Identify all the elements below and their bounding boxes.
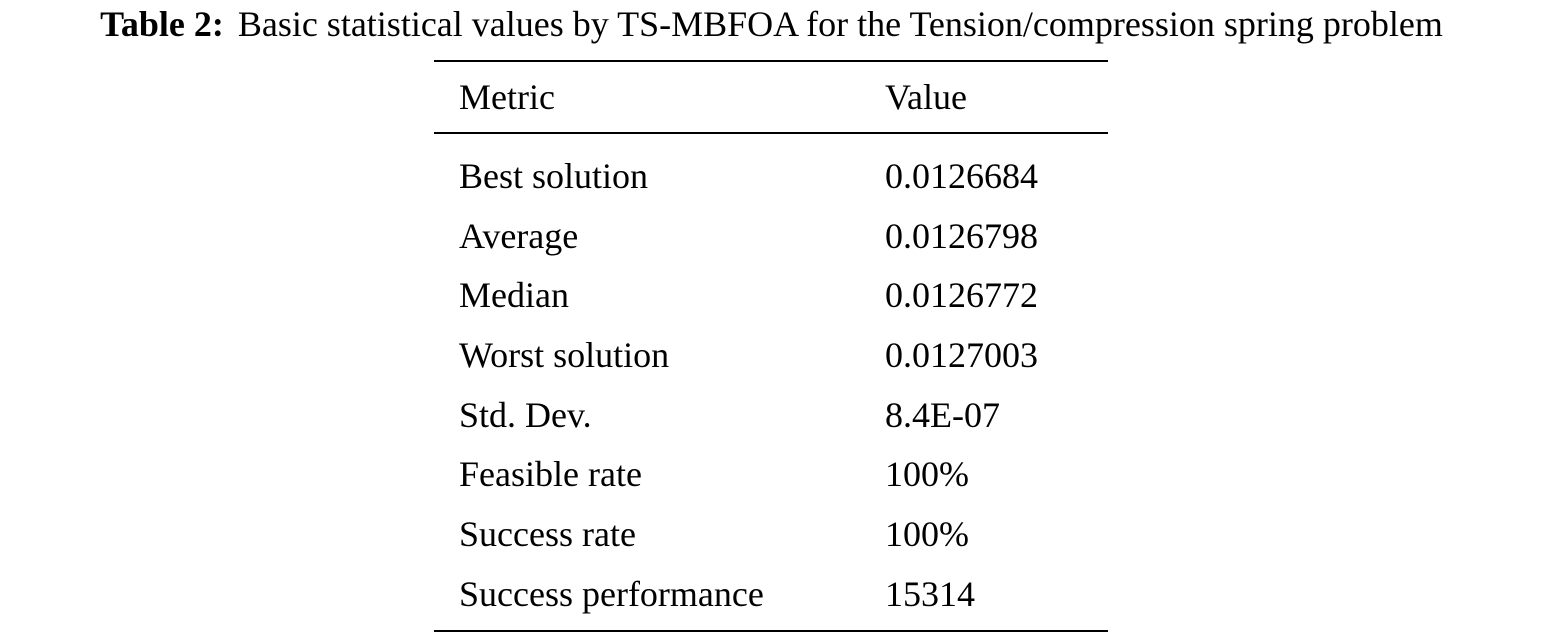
table-caption-text: Basic statistical values by TS-MBFOA for…	[237, 4, 1443, 44]
metric-cell: Median	[459, 275, 569, 316]
header-metric: Metric	[459, 77, 555, 117]
value-cell: 15314	[885, 573, 975, 614]
table-row: Median 0.0126772	[434, 265, 1108, 325]
table-row: Feasible rate 100%	[434, 444, 1108, 504]
value-cell: 100%	[885, 454, 969, 495]
metric-cell: Feasible rate	[459, 454, 642, 495]
value-cell: 0.0126772	[885, 275, 1038, 316]
metric-cell: Worst solution	[459, 334, 670, 375]
stats-table: Metric Value Best solution 0.0126684 Ave…	[434, 60, 1108, 632]
table-row: Success performance 15314	[434, 564, 1108, 631]
value-cell: 0.0126798	[885, 215, 1038, 256]
metric-cell: Std. Dev.	[459, 394, 592, 435]
stats-table-container: Metric Value Best solution 0.0126684 Ave…	[434, 60, 1108, 632]
header-value: Value	[885, 77, 967, 117]
table-row: Success rate 100%	[434, 504, 1108, 564]
metric-cell: Best solution	[459, 155, 649, 196]
metric-cell: Success performance	[459, 573, 764, 614]
table-row: Best solution 0.0126684	[434, 133, 1108, 206]
metric-cell: Success rate	[459, 513, 636, 554]
table-caption: Table 2: Basic statistical values by TS-M…	[0, 0, 1543, 48]
value-cell: 8.4E-07	[885, 394, 1000, 435]
table-header-row: Metric Value	[434, 61, 1108, 133]
value-cell: 100%	[885, 513, 969, 554]
table-caption-label: Table 2:	[100, 4, 224, 44]
table-row: Worst solution 0.0127003	[434, 325, 1108, 385]
table-row: Average 0.0126798	[434, 206, 1108, 266]
value-cell: 0.0126684	[885, 155, 1038, 196]
metric-cell: Average	[459, 215, 579, 256]
value-cell: 0.0127003	[885, 334, 1038, 375]
table-row: Std. Dev. 8.4E-07	[434, 385, 1108, 445]
